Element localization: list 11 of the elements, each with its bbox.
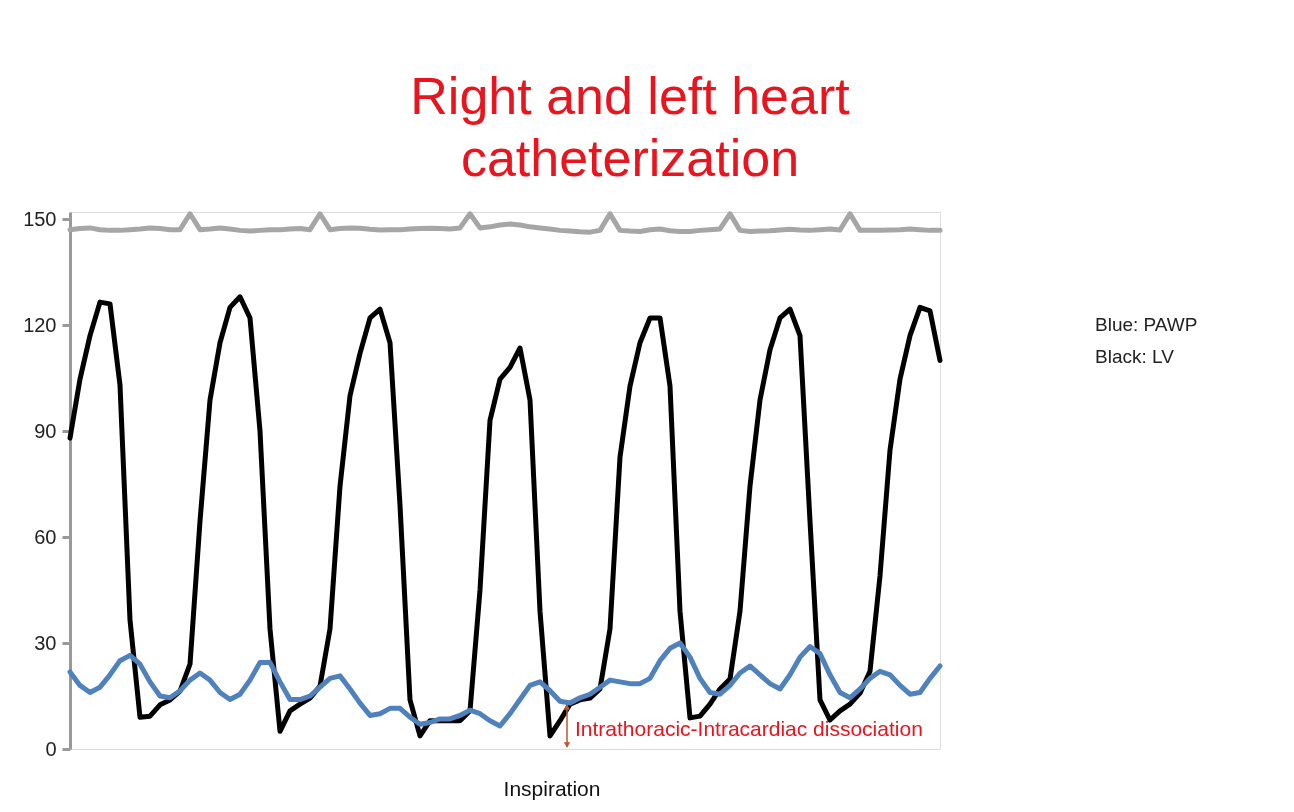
y-tick-label: 60 — [34, 525, 57, 548]
annotation: Intrathoracic-Intracardiac dissociation — [575, 717, 923, 740]
y-tick-label: 120 — [23, 313, 57, 336]
y-tick-label: 30 — [34, 631, 57, 654]
x-axis-title: Inspiration — [503, 777, 601, 800]
text: Blue: PAWP — [1095, 314, 1198, 335]
chart-title: Right and left heart catheterization — [410, 67, 851, 188]
y-tick-label: 90 — [34, 419, 57, 442]
text: Black: LV — [1095, 346, 1175, 367]
y-tick-label: 0 — [45, 737, 57, 760]
y-tick-label: 150 — [23, 207, 57, 230]
